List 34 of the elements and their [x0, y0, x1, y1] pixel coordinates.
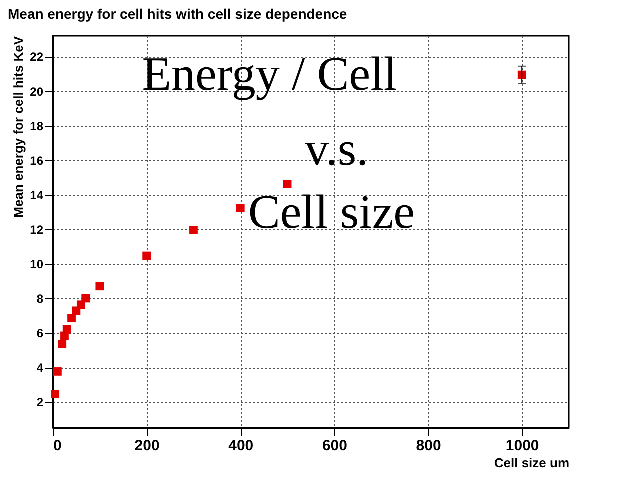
- y-tick-label: 6: [36, 326, 44, 341]
- point: [82, 294, 90, 303]
- point: [96, 282, 104, 291]
- x-axis-title: Cell size um: [494, 456, 570, 470]
- point: [142, 252, 151, 260]
- chart-title: Mean energy for cell hits with cell size dependence: [8, 6, 348, 22]
- y-tick-label: 12: [30, 222, 44, 237]
- x-tick-label: 400: [228, 438, 254, 454]
- y-tick-label: 20: [30, 84, 44, 99]
- point: [58, 340, 67, 348]
- annotation: Energy / Cell: [142, 48, 398, 101]
- y-tick-label: 22: [30, 50, 44, 64]
- y-tick-label: 8: [36, 292, 44, 306]
- point: [54, 368, 62, 376]
- point: [190, 226, 198, 234]
- point: [68, 314, 76, 323]
- x-tick-label: 1000: [506, 438, 540, 454]
- y-tick-label: 18: [30, 119, 44, 134]
- y-tick-label: 14: [30, 188, 44, 202]
- annotation: Cell size: [248, 186, 415, 239]
- x-tick-label: 600: [322, 438, 348, 454]
- point: [62, 325, 72, 334]
- y-tick-label: 2: [36, 396, 44, 410]
- x-tick-label: 200: [134, 438, 160, 454]
- y-tick-label: 4: [36, 361, 44, 376]
- y-axis-title: Mean energy for cell hits KeV: [11, 36, 26, 218]
- x-tick-label: 800: [416, 438, 442, 454]
- annotation: v.s.: [305, 123, 369, 176]
- x-tick-label: 0: [54, 438, 62, 454]
- point: [236, 204, 245, 212]
- y-tick-label: 16: [30, 154, 44, 168]
- y-tick-label: 10: [30, 257, 44, 272]
- point: [283, 180, 292, 188]
- point: [51, 390, 60, 399]
